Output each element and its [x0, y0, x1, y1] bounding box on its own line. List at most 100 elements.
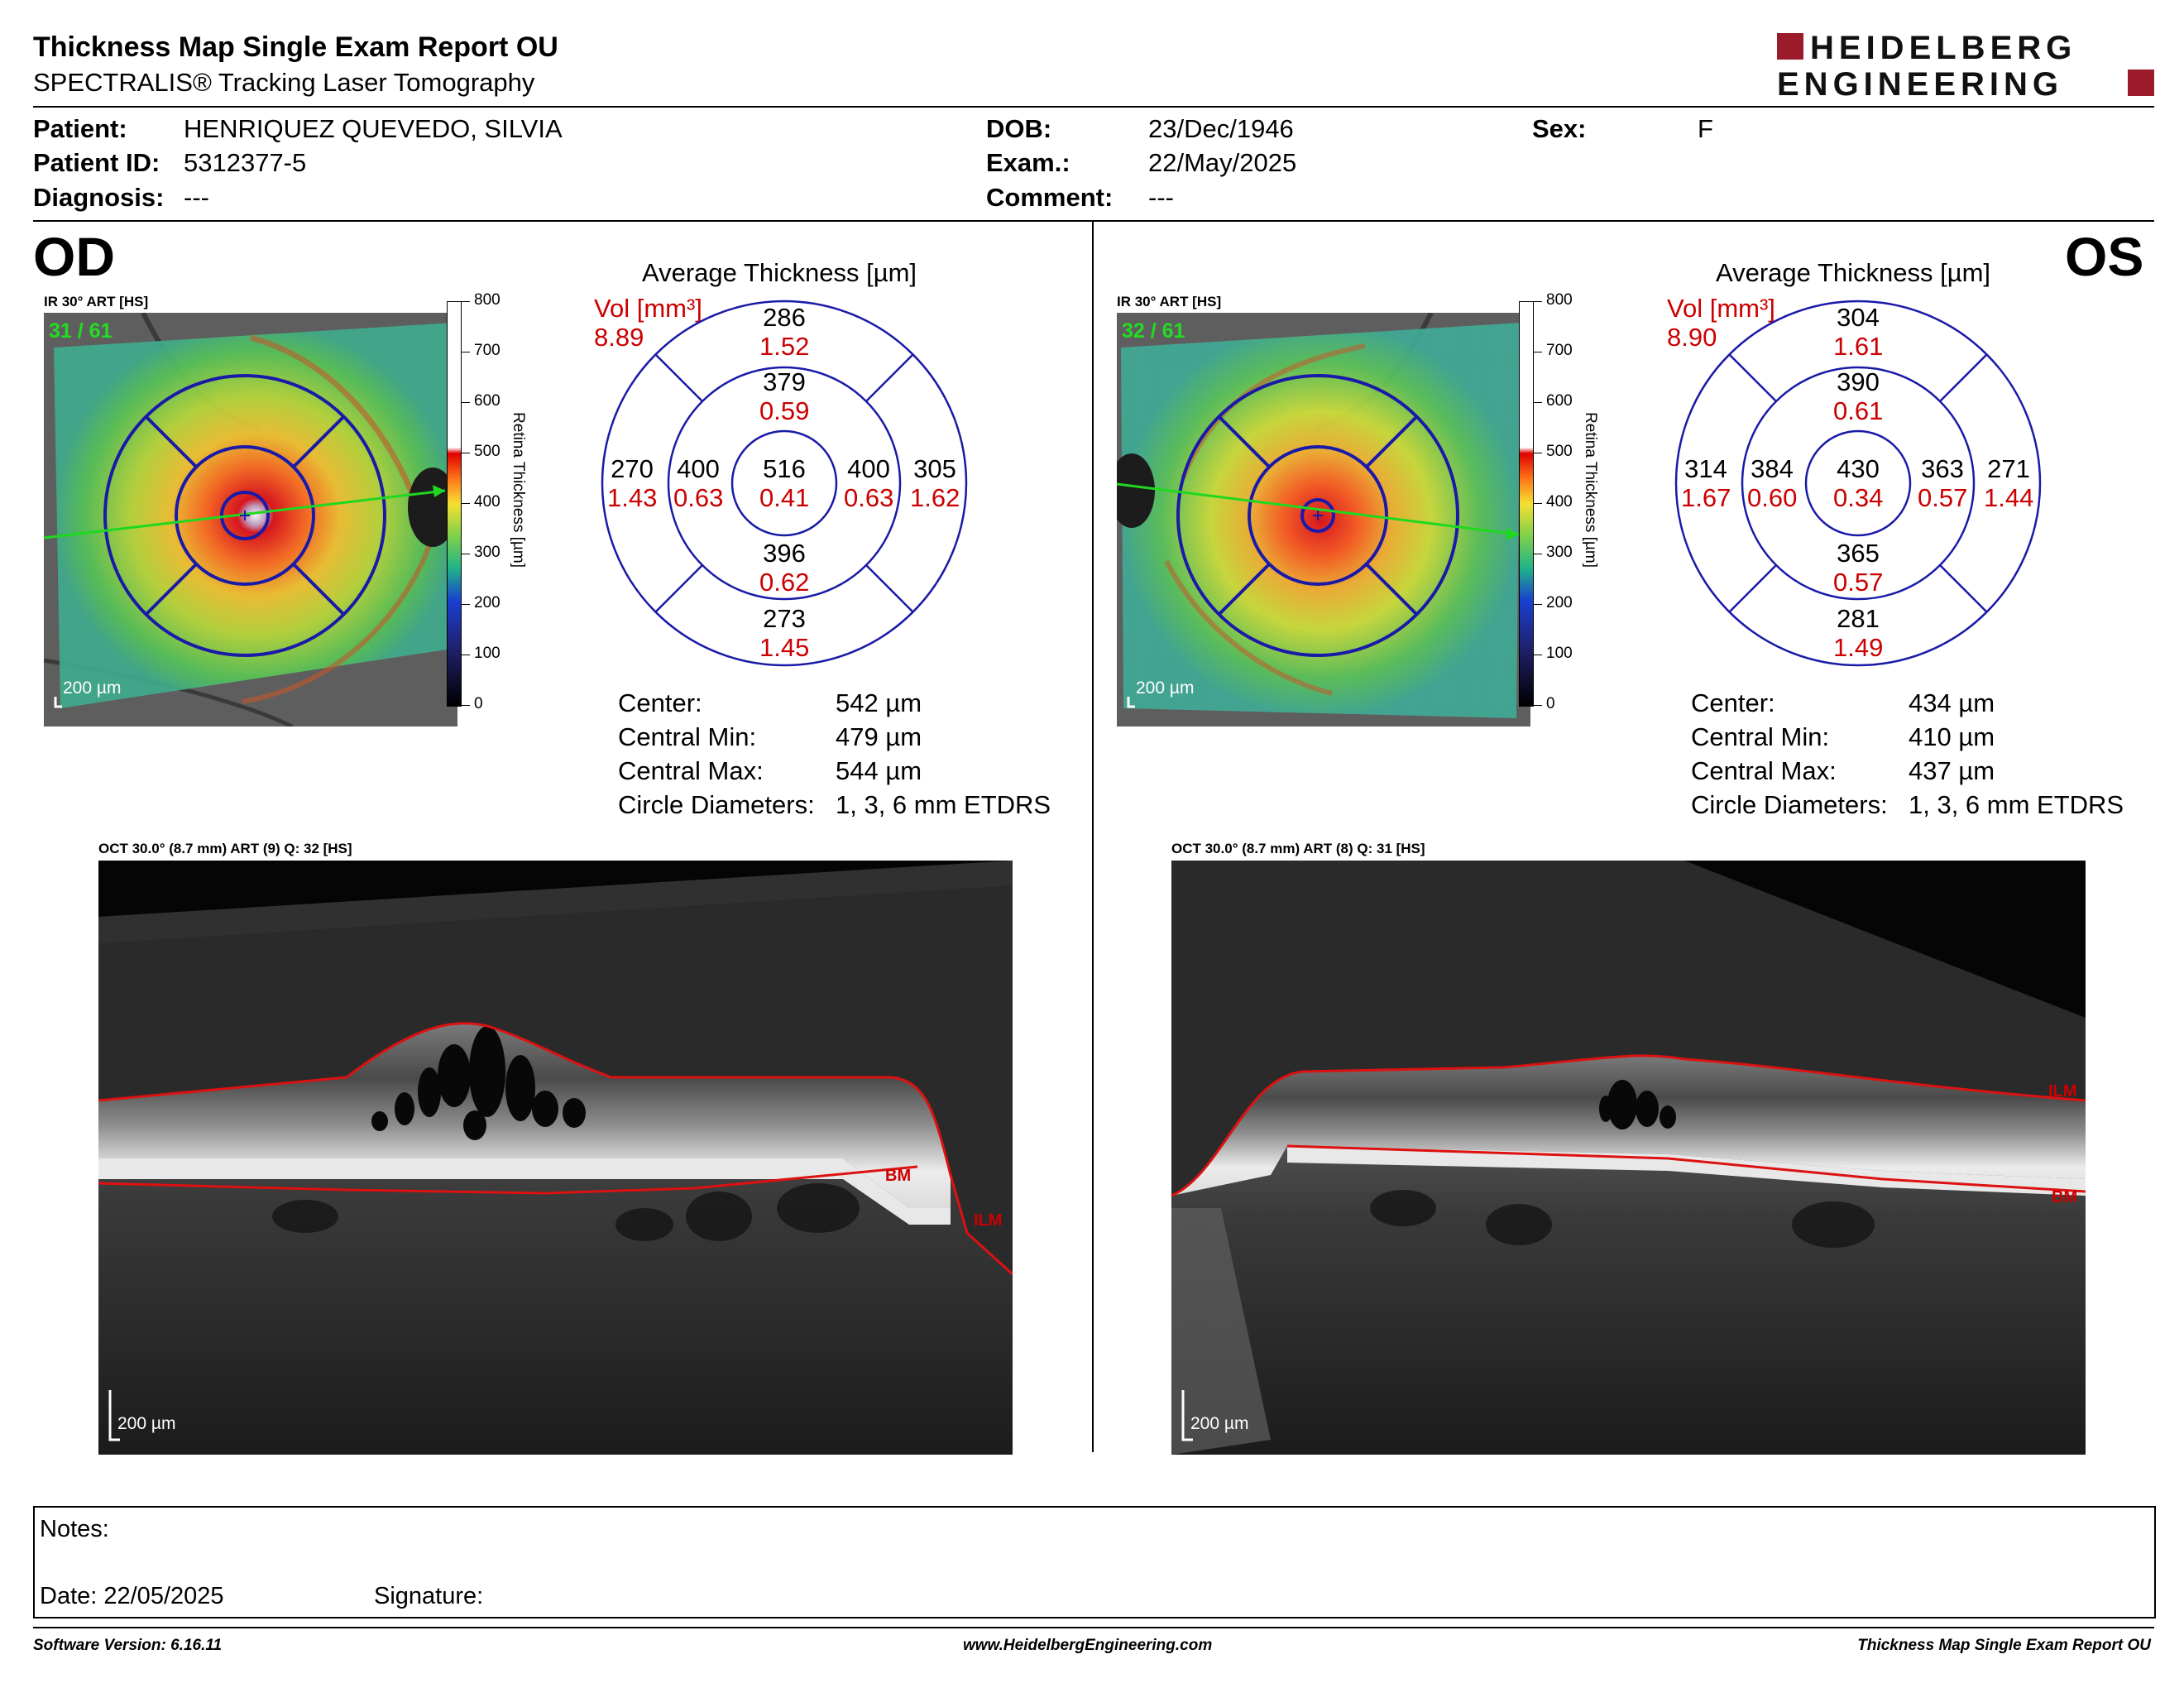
os-outer-superior-thickness: 304	[1837, 303, 1880, 332]
os-vol-value: 8.90	[1667, 323, 1717, 352]
od-inner-superior-thickness: 379	[763, 367, 806, 396]
os-inner-left-volume: 0.60	[1747, 483, 1798, 512]
od-inner-left-volume: 0.63	[673, 483, 724, 512]
od-frame-counter: 31 / 61	[49, 319, 113, 343]
od-scale-tick-label: 200	[474, 594, 500, 611]
report-subtitle: SPECTRALIS® Tracking Laser Tomography	[33, 68, 535, 97]
os-central-min-label: Central Min:	[1691, 722, 1830, 751]
os-center-value: 434 µm	[1909, 688, 1995, 717]
od-inner-superior-volume: 0.59	[759, 396, 810, 425]
svg-text:ENGINEERING: ENGINEERING	[1777, 66, 2063, 99]
os-outer-right-thickness: 271	[1987, 454, 2030, 483]
od-scale-tick-label: 100	[474, 645, 500, 662]
od-scale-tick-label: 300	[474, 544, 500, 561]
os-scale-tick-label: 300	[1546, 544, 1573, 561]
os-scale-ticks	[1534, 301, 1542, 707]
od-vol-label: Vol [mm³]	[594, 294, 702, 323]
patient-rule	[33, 220, 2154, 222]
od-scale-tick-label: 0	[474, 695, 483, 712]
od-oct-scale-label: 200 µm	[117, 1414, 176, 1433]
os-scale-tick-label: 700	[1546, 342, 1573, 359]
notes-label: Notes:	[40, 1516, 109, 1542]
os-frame-counter: 32 / 61	[1122, 319, 1185, 343]
os-central-max-label: Central Max:	[1691, 756, 1837, 785]
os-circle-diameters-value: 1, 3, 6 mm ETDRS	[1909, 790, 2124, 819]
od-eye-label: OD	[33, 226, 115, 287]
os-scale-tick-label: 400	[1546, 493, 1573, 511]
os-scale-axis-label: Retina Thickness [µm]	[1582, 412, 1599, 568]
eye-divider	[1092, 222, 1094, 1452]
signature-label: Signature:	[374, 1583, 484, 1609]
footer-report-title: Thickness Map Single Exam Report OU	[1857, 1637, 2151, 1654]
os-outer-inferior-thickness: 281	[1837, 604, 1880, 633]
od-inner-right-thickness: 400	[847, 454, 890, 483]
od-scale-tick-label: 700	[474, 342, 500, 359]
os-inner-inferior-volume: 0.57	[1833, 568, 1884, 597]
od-center-label: Center:	[618, 688, 702, 717]
os-outer-left-volume: 1.67	[1681, 483, 1731, 512]
od-outer-inferior-volume: 1.45	[759, 633, 810, 662]
os-scale-tick-label: 500	[1546, 443, 1573, 460]
od-outer-right-thickness: 305	[913, 454, 956, 483]
od-central-max-value: 544 µm	[836, 756, 922, 785]
svg-text:HEIDELBERG: HEIDELBERG	[1810, 30, 2076, 66]
os-scale-tick-label: 0	[1546, 695, 1555, 712]
od-vol-value: 8.89	[594, 323, 644, 352]
od-outer-inferior-thickness: 273	[763, 604, 806, 633]
exam-value: 22/May/2025	[1148, 148, 1297, 177]
od-outer-superior-volume: 1.52	[759, 332, 810, 361]
sex-label: Sex:	[1532, 114, 1587, 143]
website-link[interactable]: www.HeidelbergEngineering.com	[963, 1637, 1213, 1654]
report-title: Thickness Map Single Exam Report OU	[33, 31, 558, 63]
od-inner-inferior-thickness: 396	[763, 539, 806, 568]
os-scale-bar-label: 200 µm	[1136, 679, 1195, 698]
exam-label: Exam.:	[986, 148, 1070, 177]
footer-rule	[33, 1627, 2154, 1628]
os-central-max-value: 437 µm	[1909, 756, 1995, 785]
patient-name: HENRIQUEZ QUEVEDO, SILVIA	[184, 114, 563, 143]
od-inner-right-volume: 0.63	[844, 483, 894, 512]
os-scale-tick-label: 600	[1546, 392, 1573, 410]
dob-label: DOB:	[986, 114, 1052, 143]
os-vol-label: Vol [mm³]	[1667, 294, 1775, 323]
od-outer-left-volume: 1.43	[607, 483, 658, 512]
patient-id-label: Patient ID:	[33, 148, 160, 177]
od-center-volume: 0.41	[759, 483, 810, 512]
software-version: Software Version: 6.16.11	[33, 1637, 223, 1654]
od-scale-tick-label: 600	[474, 392, 500, 410]
sex-value: F	[1698, 114, 1713, 143]
os-inner-right-volume: 0.57	[1918, 483, 1968, 512]
od-oct-label: OCT 30.0° (8.7 mm) ART (9) Q: 32 [HS]	[98, 841, 352, 856]
os-center-volume: 0.34	[1833, 483, 1884, 512]
os-oct-label: OCT 30.0° (8.7 mm) ART (8) Q: 31 [HS]	[1171, 841, 1425, 856]
od-avg-thickness-title: Average Thickness [µm]	[642, 258, 917, 287]
od-center-value: 542 µm	[836, 688, 922, 717]
od-scale-axis-label: Retina Thickness [µm]	[510, 412, 527, 568]
od-scale-tick-label: 800	[474, 291, 500, 309]
od-etdrs-grid	[601, 300, 968, 667]
patient-label: Patient:	[33, 114, 127, 143]
od-thickness-map	[44, 313, 457, 727]
comment-value: ---	[1148, 183, 1174, 212]
os-outer-right-volume: 1.44	[1984, 483, 2034, 512]
os-avg-thickness-title: Average Thickness [µm]	[1716, 258, 1991, 287]
os-circle-diameters-label: Circle Diameters:	[1691, 790, 1888, 819]
os-inner-right-thickness: 363	[1921, 454, 1964, 483]
os-inner-superior-volume: 0.61	[1833, 396, 1884, 425]
od-circle-diameters-label: Circle Diameters:	[618, 790, 815, 819]
od-circle-diameters-value: 1, 3, 6 mm ETDRS	[836, 790, 1051, 819]
od-color-scale	[447, 301, 462, 707]
od-bm-label: BM	[885, 1167, 912, 1185]
header-rule	[33, 106, 2154, 108]
od-scale-tick-label: 400	[474, 493, 500, 511]
od-scale-ticks	[462, 301, 470, 707]
os-outer-inferior-volume: 1.49	[1833, 633, 1884, 662]
od-inner-inferior-volume: 0.62	[759, 568, 810, 597]
os-oct-scan	[1171, 861, 2086, 1455]
od-oct-scan	[98, 861, 1013, 1455]
od-central-min-label: Central Min:	[618, 722, 757, 751]
os-ilm-label: ILM	[2048, 1082, 2077, 1101]
od-scale-tick-label: 500	[474, 443, 500, 460]
heidelberg-logo: HEIDELBERG ENGINEERING	[1777, 30, 2154, 99]
od-outer-left-thickness: 270	[611, 454, 654, 483]
